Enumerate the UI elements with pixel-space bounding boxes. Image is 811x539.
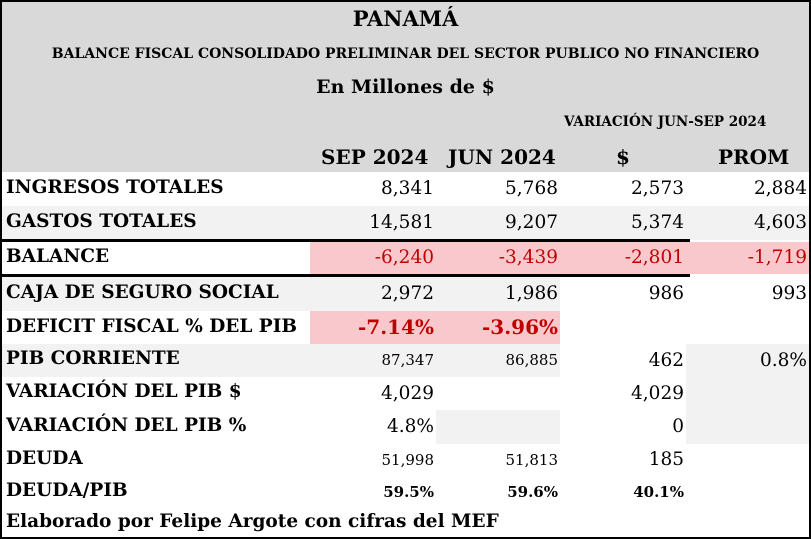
table-header: PANAMÁ BALANCE FISCAL CONSOLIDADO PRELIM… [2, 2, 809, 172]
table-row: INGRESOS TOTALES 8,341 5,768 2,573 2,884 [2, 172, 809, 206]
cell-prom [686, 311, 809, 344]
cell-sep: 14,581 [369, 212, 434, 233]
cell-sep: 4,029 [381, 383, 434, 404]
cell-prom: 993 [686, 277, 809, 311]
cell-sep: 4.8% [387, 416, 434, 437]
column-header-prom: PROM [718, 145, 790, 169]
column-header-sep: SEP 2024 [321, 145, 429, 169]
table-row: CAJA DE SEGURO SOCIAL 2,972 1,986 986 99… [2, 277, 809, 311]
row-label: PIB CORRIENTE [6, 348, 180, 369]
table-row: DEUDA 51,998 51,813 185 [2, 444, 809, 476]
cell-prom [686, 377, 809, 410]
footer-credit: Elaborado por Felipe Argote con cifras d… [6, 511, 499, 532]
row-label: INGRESOS TOTALES [6, 177, 224, 198]
row-label: VARIACIÓN DEL PIB % [6, 415, 247, 436]
cell-sep: -6,240 [310, 242, 436, 274]
cell-jun: 9,207 [505, 212, 558, 233]
country-title: PANAMÁ [352, 6, 459, 31]
cell-jun: 5,768 [505, 178, 558, 199]
cell-jun: 51,813 [505, 451, 559, 469]
column-header-var: $ [616, 145, 630, 169]
cell-jun [436, 410, 560, 444]
cell-jun: -3.96% [436, 311, 560, 344]
cell-jun [436, 377, 560, 410]
table-row: BALANCE -6,240 -3,439 -2,801 -1,719 [2, 242, 809, 274]
cell-var: 2,573 [631, 178, 684, 199]
row-label: GASTOS TOTALES [6, 211, 197, 232]
cell-prom: 4,603 [754, 212, 807, 233]
cell-prom: 0.8% [760, 350, 807, 371]
cell-var: 40.1% [633, 483, 684, 501]
cell-prom [686, 444, 809, 476]
row-label: DEUDA [6, 448, 83, 469]
cell-var: 986 [560, 277, 686, 311]
table-row: VARIACIÓN DEL PIB $ 4,029 4,029 [2, 377, 809, 410]
cell-var: 5,374 [631, 212, 684, 233]
cell-prom [686, 410, 809, 444]
cell-sep: 87,347 [381, 351, 435, 369]
cell-jun: 1,986 [505, 283, 558, 304]
cell-jun: 59.6% [507, 483, 558, 501]
divider-bottom [2, 274, 690, 277]
row-label: DEUDA/PIB [6, 480, 128, 501]
cell-var [560, 311, 686, 344]
divider-top [2, 239, 690, 242]
cell-sep: -7.14% [310, 311, 436, 344]
cell-var: 462 [560, 344, 686, 377]
table-row: DEUDA/PIB 59.5% 59.6% 40.1% [2, 476, 809, 508]
table-row: DEFICIT FISCAL % DEL PIB -7.14% -3.96% [2, 311, 809, 344]
row-label: DEFICIT FISCAL % DEL PIB [6, 316, 298, 337]
cell-jun: 86,885 [505, 351, 559, 369]
table-row: GASTOS TOTALES 14,581 9,207 5,374 4,603 [2, 206, 809, 240]
table-row: PIB CORRIENTE 87,347 86,885 462 0.8% [2, 344, 809, 377]
row-label: CAJA DE SEGURO SOCIAL [6, 282, 279, 303]
cell-var: -2,801 [560, 242, 686, 274]
cell-sep: 59.5% [383, 483, 434, 501]
column-header-jun: JUN 2024 [448, 145, 556, 169]
cell-prom [686, 476, 809, 508]
cell-var: 185 [648, 449, 684, 470]
cell-sep: 8,341 [381, 178, 434, 199]
cell-prom: -1,719 [686, 242, 809, 274]
row-label: BALANCE [6, 246, 110, 267]
cell-sep: 51,998 [381, 451, 435, 469]
row-label: VARIACIÓN DEL PIB $ [6, 381, 242, 402]
cell-sep: 2,972 [381, 283, 434, 304]
cell-var: 0 [672, 416, 684, 437]
variation-title: VARIACIÓN JUN-SEP 2024 [564, 114, 767, 130]
table-subtitle: BALANCE FISCAL CONSOLIDADO PRELIMINAR DE… [51, 46, 760, 62]
table-row: VARIACIÓN DEL PIB % 4.8% 0 [2, 410, 809, 444]
units-label: En Millones de $ [316, 76, 495, 98]
cell-var: 4,029 [631, 383, 684, 404]
cell-jun: -3,439 [436, 242, 560, 274]
cell-prom: 2,884 [754, 178, 807, 199]
